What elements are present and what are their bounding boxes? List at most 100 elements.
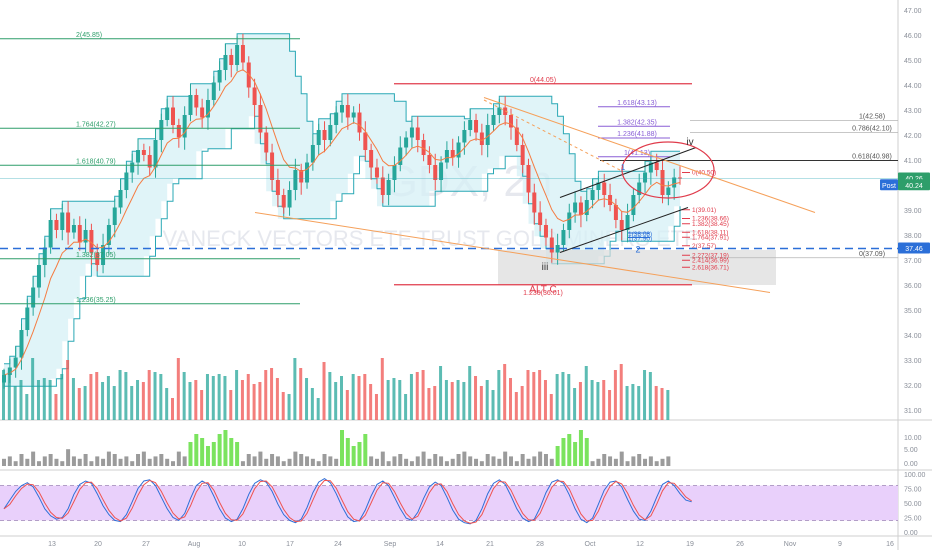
- stochastic-tick-label: 0.00: [904, 530, 918, 537]
- volume-bar: [223, 430, 228, 466]
- price-volume-bar: [19, 380, 23, 420]
- price-tick-label: 45.00: [904, 58, 922, 65]
- fib-left-label: 1.236(35.25): [76, 297, 116, 304]
- volume-bar: [456, 454, 461, 466]
- fib-red-small-label: 2.414(36.99): [692, 257, 729, 264]
- candle-body: [613, 205, 618, 220]
- volume-bar: [520, 454, 525, 466]
- candle-body: [36, 265, 41, 288]
- price-volume-bar: [549, 394, 553, 420]
- candle-body: [421, 140, 426, 155]
- volume-bar: [514, 461, 519, 466]
- candle-body: [549, 237, 554, 253]
- fib-red-small-label: 2.272(37.19): [692, 252, 729, 259]
- candle-body: [159, 120, 164, 140]
- candle-body: [89, 230, 94, 253]
- fib-red-small-label: 0(40.50): [692, 170, 716, 177]
- price-volume-bar: [479, 386, 483, 420]
- volume-bar: [48, 454, 53, 466]
- volume-bar: [491, 456, 496, 466]
- price-volume-bar: [188, 382, 192, 420]
- price-volume-bar: [118, 370, 122, 420]
- wave-label: 1: [621, 163, 626, 172]
- candle-body: [264, 132, 269, 153]
- price-volume-bar: [270, 368, 274, 420]
- volume-bar: [351, 446, 356, 466]
- fib-left-label: 2(45.85): [76, 32, 102, 39]
- candle-body: [60, 212, 65, 230]
- candle-body: [217, 70, 222, 83]
- candle-body: [643, 172, 648, 183]
- time-tick-label: 16: [886, 541, 894, 548]
- price-volume-bar: [433, 386, 437, 420]
- candle-body: [660, 170, 665, 195]
- candle-body: [485, 125, 490, 145]
- candle-body: [275, 180, 280, 195]
- trendline-lower: [254, 212, 771, 293]
- candle-body: [596, 182, 601, 190]
- price-volume-bar: [573, 388, 577, 420]
- candle-body: [374, 167, 379, 178]
- price-volume-bar: [625, 386, 629, 420]
- price-volume-bar: [223, 376, 227, 420]
- candle-body: [584, 200, 589, 215]
- volume-bar: [270, 454, 275, 466]
- candle-body: [328, 125, 333, 140]
- candle-body: [235, 45, 240, 65]
- price-volume-bar: [491, 390, 495, 420]
- price-volume-bar: [643, 370, 647, 420]
- price-volume-bar: [89, 374, 93, 420]
- candle-body: [532, 192, 537, 213]
- wave-label: 2: [635, 245, 640, 255]
- price-volume-bar: [567, 374, 571, 420]
- fib-right-label: 0.786(42.10): [852, 126, 892, 133]
- fib-blue-label: 1(38.08): [628, 231, 652, 238]
- fib-red-small-label: 2.618(36.71): [692, 264, 729, 271]
- price-volume-bar: [526, 370, 530, 420]
- price-volume-bar: [2, 370, 5, 420]
- candle-body: [101, 245, 106, 265]
- volume-bar: [415, 456, 420, 466]
- candle-body: [637, 182, 642, 195]
- price-volume-bar: [194, 380, 198, 420]
- price-volume-bar: [264, 370, 268, 420]
- volume-bar: [421, 451, 426, 466]
- volume-bar: [205, 446, 210, 466]
- price-tick-label: 41.00: [904, 158, 922, 165]
- price-tick-label: 35.00: [904, 308, 922, 315]
- volume-bar: [19, 454, 24, 466]
- volume-bar: [427, 458, 432, 466]
- candle-body: [310, 145, 315, 163]
- candle-body: [631, 195, 636, 215]
- time-tick-label: 20: [94, 541, 102, 548]
- volume-bar: [194, 434, 199, 466]
- price-volume-bar: [281, 392, 285, 420]
- fib-right-label: 0(37.09): [859, 251, 885, 258]
- price-volume-bar: [444, 380, 448, 420]
- candle-body: [48, 220, 53, 248]
- fib-left-label: 1.618(40.79): [76, 158, 116, 165]
- price-tick-label: 32.00: [904, 383, 922, 390]
- volume-bar: [596, 458, 601, 466]
- price-volume-bar: [7, 372, 11, 420]
- trendline-dashed: [483, 99, 621, 171]
- price-volume-bar: [106, 376, 110, 420]
- candle-body: [444, 150, 449, 163]
- candle-body: [561, 230, 566, 245]
- stochastic-tick-label: 100.00: [904, 472, 926, 479]
- price-volume-bar: [54, 394, 58, 420]
- price-volume-bar: [660, 388, 664, 420]
- stochastic-tick-label: 25.00: [904, 516, 922, 523]
- price-volume-bar: [532, 372, 536, 420]
- fib-blue-label: 1(37.90): [628, 236, 652, 243]
- volume-bar: [543, 454, 548, 466]
- price-volume-bar: [305, 378, 309, 420]
- volume-bar: [54, 458, 59, 466]
- price-volume-bar: [328, 372, 332, 420]
- price-volume-bar: [613, 370, 617, 420]
- price-volume-bar: [229, 390, 233, 420]
- price-volume-bar: [240, 380, 244, 420]
- price-volume-bar: [136, 380, 140, 420]
- price-volume-bar: [543, 380, 547, 420]
